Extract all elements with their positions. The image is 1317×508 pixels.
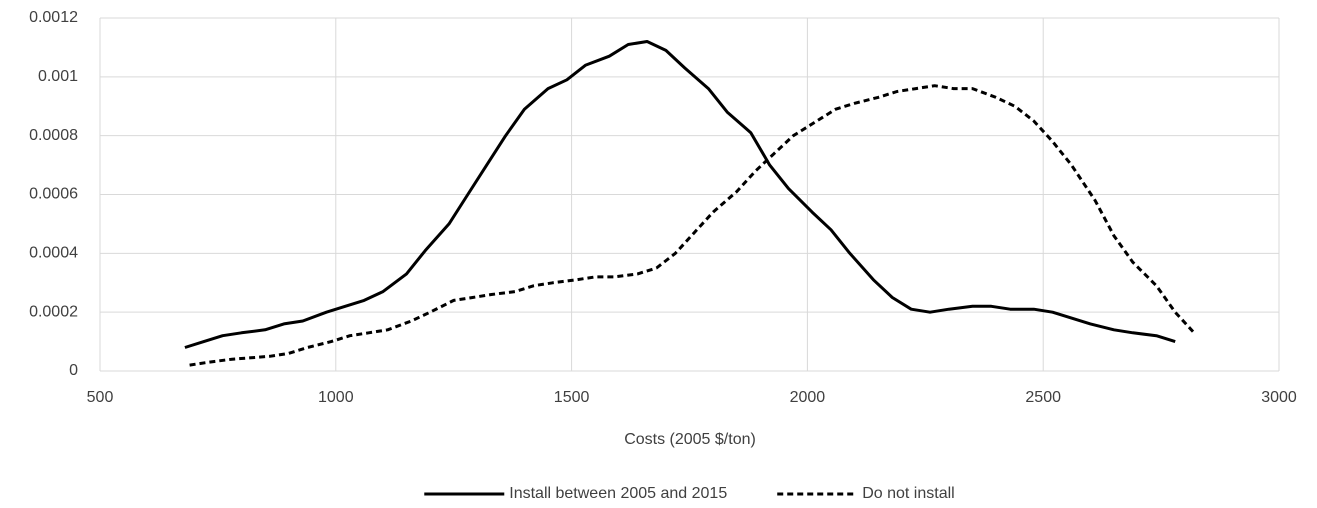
line-series [184, 40, 1176, 349]
y-tick-label: 0.0004 [29, 245, 78, 262]
y-tick-label: 0.0008 [29, 127, 78, 144]
line-series [189, 84, 1196, 367]
y-tick-label: 0 [69, 362, 78, 379]
x-axis-title: Costs (2005 $/ton) [624, 431, 756, 448]
legend-label: Install between 2005 and 2015 [509, 485, 727, 502]
x-tick-label: 1000 [318, 389, 354, 406]
y-tick-label: 0.0002 [29, 303, 78, 320]
y-tick-label: 0.0006 [29, 186, 78, 203]
x-tick-label: 3000 [1261, 389, 1297, 406]
x-tick-label: 2500 [1025, 389, 1061, 406]
x-tick-label: 1500 [554, 389, 590, 406]
legend-label: Do not install [862, 485, 955, 502]
x-tick-label: 500 [87, 389, 114, 406]
y-tick-label: 0.001 [38, 68, 78, 85]
x-tick-label: 2000 [790, 389, 826, 406]
y-tick-label: 0.0012 [29, 9, 78, 26]
